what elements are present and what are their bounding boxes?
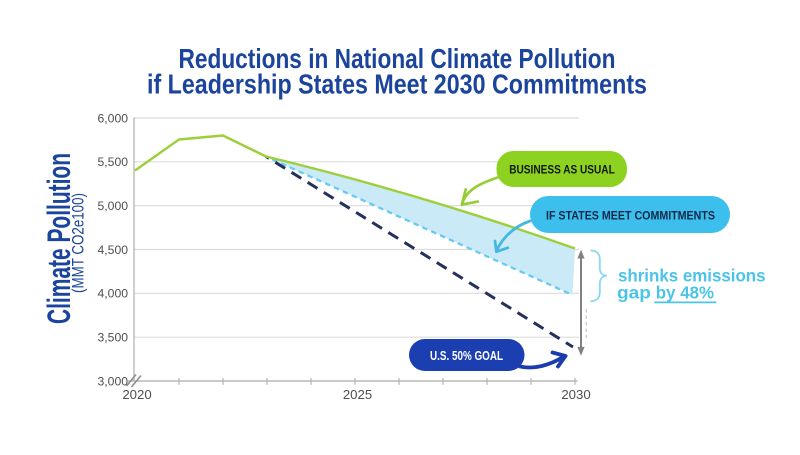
svg-text:5,500: 5,500 (98, 155, 129, 169)
svg-text:5,000: 5,000 (98, 199, 129, 213)
svg-text:Climate Pollution: Climate Pollution (41, 153, 77, 324)
svg-text:gap: gap (617, 283, 651, 303)
svg-text:2020: 2020 (122, 387, 151, 402)
svg-text:by 48%: by 48% (656, 283, 715, 303)
svg-text:U.S. 50% GOAL: U.S. 50% GOAL (430, 349, 503, 363)
svg-text:3,500: 3,500 (98, 331, 129, 345)
svg-text:3,000: 3,000 (98, 374, 129, 388)
svg-text:6,000: 6,000 (98, 111, 129, 125)
svg-text:BUSINESS AS USUAL: BUSINESS AS USUAL (509, 162, 615, 176)
svg-text:Reductions in National Climate: Reductions in National Climate Pollution (179, 43, 616, 74)
svg-text:2025: 2025 (343, 387, 372, 402)
svg-text:(MMT CO2e100): (MMT CO2e100) (69, 193, 88, 293)
svg-text:IF STATES MEET COMMITMENTS: IF STATES MEET COMMITMENTS (546, 208, 715, 222)
svg-text:2030: 2030 (561, 387, 590, 402)
svg-text:4,500: 4,500 (98, 243, 129, 257)
svg-text:4,000: 4,000 (98, 287, 129, 301)
svg-text:if Leadership States Meet 2030: if Leadership States Meet 2030 Commitmen… (147, 68, 647, 99)
svg-text:shrinks emissions: shrinks emissions (618, 266, 766, 286)
